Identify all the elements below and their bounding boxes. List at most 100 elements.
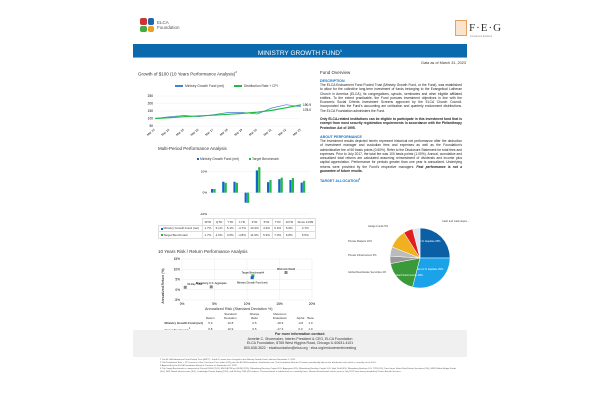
bar [291,178,294,193]
x-tick-label: 0% [180,302,185,306]
org-name: ELCA [157,20,169,25]
multi-legend: Ministry Growth Fund (net) Target Benchm… [197,157,279,161]
data-point [284,271,288,275]
risk-table: Return Standard Deviation Sharpe Ratio Maxi… [163,311,315,333]
slice-label: U.S. Equities 25% [420,239,442,243]
column-header: YTD [224,218,237,226]
point-label: Bloomberg U.S. Aggregate [196,281,227,285]
bar [289,180,292,193]
column-header: Return [205,315,215,320]
page-title: MINISTRY GROWTH FUND1 [133,44,467,58]
column-header: 7YR [271,218,284,226]
description-text: The ELCA Endowment Fund Pooled Trust (Mi… [320,83,462,113]
x-tick-label: 20% [309,302,315,306]
x-tick-label: Mar 16 [190,127,200,136]
eligibility-text: Only ELCA-related institutions can be el… [320,117,462,130]
x-tick-label: Mar 18 [219,127,229,136]
point-label: 90-Day T-Bill [187,282,202,286]
bar [213,189,216,193]
point-label: MSCI AC World [277,267,296,271]
bar [222,181,225,193]
bar [255,170,258,193]
bar [267,182,270,193]
x-tick-label: 10% [244,302,251,306]
bar [235,182,238,193]
x-tick-label: Mar 14 [161,127,171,136]
multi-period-chart: 10% 0% -10% [200,167,310,216]
table-row: Target Benchmark 1.7% 4.6% 4.6% -4.8% 11.9% 5.… [158,231,317,239]
slice-label: Cash and Cash Equiv. - Investments 4% [442,219,470,223]
bar [258,167,261,193]
y-tick-label: 0% [175,288,180,292]
column-header: Beta [307,315,314,320]
data-point [251,274,255,278]
contact-address: ELCA Foundation, 8765 West Higgins Road,… [246,341,354,346]
column-header: Maximum Drawdown [272,311,287,320]
x-tick-label: Mar 22 [277,127,287,136]
footnote: 2 The Distribution Rate + CPI consists o… [160,361,377,364]
bar [303,180,306,193]
growth-title: Growth of $100 (10 Years Performance Ana… [138,70,237,77]
contact-heading: For more information contact: [275,332,325,336]
table-row: Target Benchmark46.810.90.5-17.30.01.0 [165,326,313,332]
table-row: Ministry Growth Fund (net) 5.9 10.8 0.5 -18.… [164,321,313,326]
performance-heading: ABOUT PERFORMANCE [320,134,362,139]
x-tick-label: Mar 19 [234,127,244,136]
elca-cross-icon [140,18,154,32]
bar [247,192,250,203]
column-header: QTD [213,218,226,226]
column-header: Standard Deviation [224,311,237,320]
x-tick-label: Mar 15 [175,127,185,136]
column-header: 1YR [235,218,249,226]
point-label: Target Benchmark4 [242,270,265,274]
x-tick-label: Mar 20 [248,127,258,136]
bar [233,181,236,193]
column-header: 5YR [260,218,273,226]
slice-label: Private Infrastructure 5% [348,253,377,257]
multi-title: Multi-Period Performance Analysis [158,146,227,151]
slice-label: Non-U.S. Equities 29% [417,267,444,271]
y-tick-label: 150 [148,109,154,113]
data-point [209,285,213,289]
bar [269,180,272,193]
growth-legend: Ministry Growth Fund (net) Distribution … [175,84,278,88]
y-tick-label: 5% [175,278,180,282]
slice-label: Global Fixed Income 18% [393,273,423,277]
series-line [154,104,302,119]
allocation-pie-chart: U.S. Equities 25% Non-U.S. Equities 29% Gl… [348,219,470,289]
feg-mark-icon [455,20,467,36]
x-tick-label: Mar 17 [204,127,214,136]
contact-name: Annette C. Shoemaker, Interim President … [247,336,353,341]
bar [280,177,283,193]
x-tick-label: Mar 21 [263,127,273,136]
column-header: Since 11/99 [294,218,317,226]
slice-label: Private Markets 10% [348,239,373,243]
performance-table: MTD QTD YTD 1YR 3YR 5YR 7YR 10YR Since 11/99 Mini… [158,218,317,239]
x-tick-label: Mar 23 [292,127,302,136]
footnote: 4 The Target Benchmark is comprised of: … [160,367,457,373]
data-point [250,276,254,280]
column-header: 3YR [247,218,262,226]
series-line [154,104,302,120]
contact-links[interactable]: 800-638-3522 · elcafoundation@elca.org ·… [243,346,357,351]
org-name-2: Foundation [157,25,180,30]
data-point [183,285,187,289]
risk-return-chart: Annualized Return (%)15%10%5%0%-5%0% 5% 10… [161,257,315,306]
y-tick-label: 0% [203,191,208,195]
performance-text: The investment results depicted herein r… [320,138,463,174]
allocation-heading: TARGET ALLOCATION3 [320,178,361,184]
y-tick-label: 100 [148,117,154,121]
x-tick-label: 5% [212,302,217,306]
end-label: 178.0 [303,108,311,112]
partner-name: F·E·G [469,22,503,34]
contact-box: For more information contact: Annette C.… [133,330,467,357]
risk-x-label: Annualized Risk (Standard Deviation %) [205,307,273,311]
table-row: Ministry Growth Fund (net) 1.7% 5.1% 5.1% -4… [158,224,317,233]
description-heading: DESCRIPTION [320,79,345,83]
bar [244,192,247,203]
partner-sub: investment advisors [470,35,493,38]
end-label: 190.9 [303,103,311,107]
y-tick-label: -5% [174,298,180,302]
footnotes: 1 The ELCA Endowment Fund Pooled Trust (… [160,359,460,374]
